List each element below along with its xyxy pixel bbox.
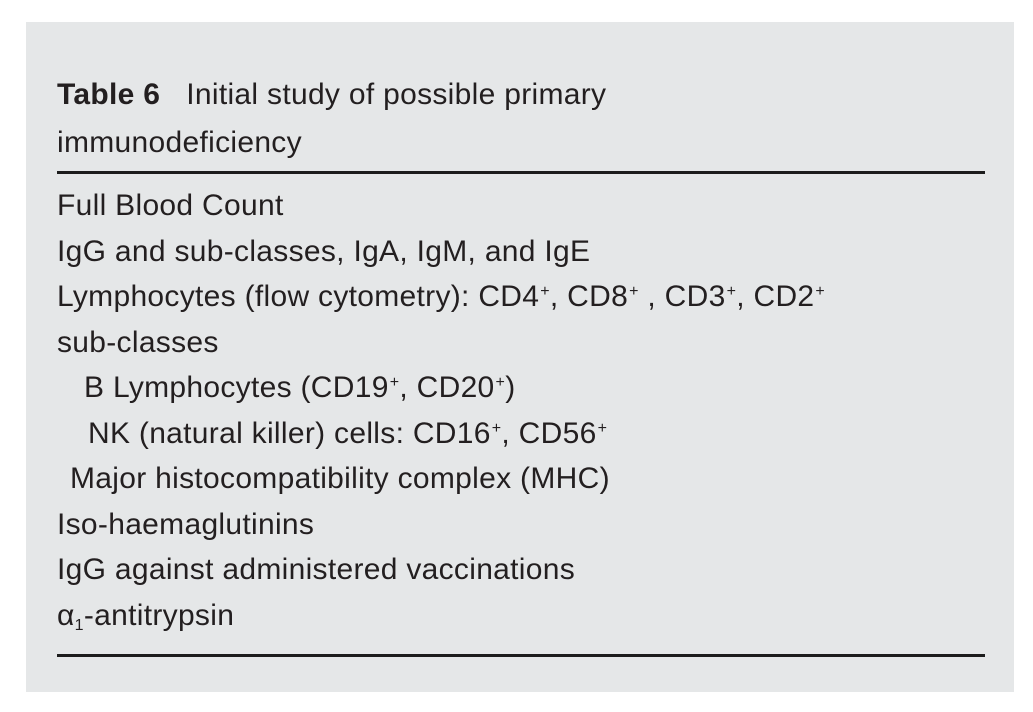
bottom-rule	[57, 654, 985, 657]
row-text: sub-classes	[57, 325, 219, 359]
table-row: Lymphocytes (flow cytometry): CD4+, CD8+…	[57, 274, 985, 320]
row-text: α	[57, 598, 75, 632]
caption-line-2: immunodeficiency	[57, 126, 302, 159]
row-text: , CD56	[501, 416, 597, 450]
top-rule	[57, 171, 985, 174]
table-caption: Table 6 Initial study of possible primary…	[57, 71, 777, 167]
row-text: -antitrypsin	[83, 598, 235, 632]
row-text-sub: 1	[74, 616, 84, 634]
row-text: IgG and sub-classes, IgA, IgM, and IgE	[57, 234, 591, 268]
row-text: , CD2	[736, 280, 815, 313]
table-body: Full Blood Count IgG and sub-classes, IgA…	[57, 183, 985, 638]
row-text: Lymphocytes (flow cytometry): CD4	[57, 280, 540, 313]
table-row: IgG against administered vaccinations	[57, 547, 985, 593]
row-text-sup: +	[495, 374, 506, 391]
caption-line-1: Initial study of possible primary	[186, 78, 607, 111]
row-text-sup: +	[389, 374, 400, 391]
table-row: Major histocompatibility complex (MHC)	[57, 456, 985, 502]
table-row: Full Blood Count	[57, 183, 985, 229]
row-text-sup: +	[815, 283, 826, 300]
row-text: Full Blood Count	[57, 189, 284, 222]
row-text: , CD20	[399, 371, 495, 404]
row-text: NK (natural killer) cells: CD16	[88, 416, 491, 450]
table-row: NK (natural killer) cells: CD16+, CD56+	[57, 411, 985, 457]
row-text-sup: +	[540, 283, 550, 300]
table-row: Iso-haemaglutinins	[57, 502, 985, 548]
row-text: Major histocompatibility complex (MHC)	[70, 462, 610, 495]
row-text-sup: +	[629, 283, 639, 300]
row-text: Iso-haemaglutinins	[57, 507, 315, 541]
row-text-sup: +	[491, 419, 502, 437]
row-text: IgG against administered vaccinations	[57, 553, 576, 586]
row-text: , CD8	[549, 280, 629, 313]
table-row: α1-antitrypsin	[57, 593, 985, 639]
row-text-sup: +	[726, 283, 737, 300]
row-text-sup: +	[597, 419, 608, 437]
table-row: sub-classes	[57, 320, 985, 366]
table-row: IgG and sub-classes, IgA, IgM, and IgE	[57, 229, 985, 275]
table-panel: Table 6 Initial study of possible primary…	[26, 22, 1014, 692]
table-label: Table 6	[57, 78, 161, 111]
table-row: B Lymphocytes (CD19+, CD20+)	[57, 365, 985, 411]
row-text: B Lymphocytes (CD19	[84, 371, 389, 404]
row-text: )	[505, 371, 516, 404]
row-text: , CD3	[638, 280, 726, 313]
